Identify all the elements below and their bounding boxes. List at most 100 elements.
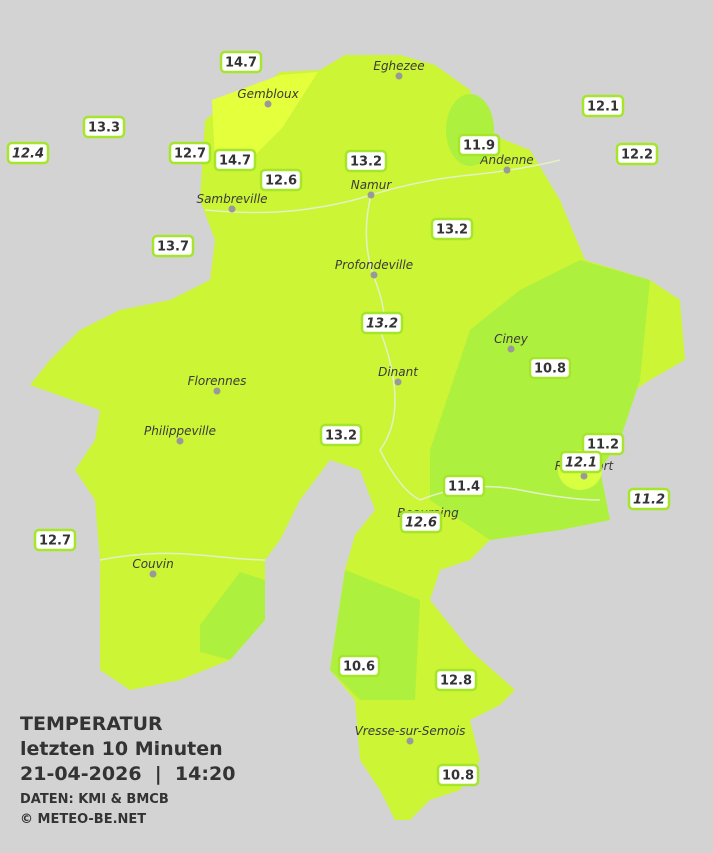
city-label: Florennes — [188, 374, 247, 388]
station-value: 12.4 — [12, 147, 44, 162]
station-box — [615, 142, 659, 166]
station: 11.9 — [457, 133, 501, 157]
city-dot — [394, 378, 402, 386]
station-value: 13.2 — [350, 155, 382, 170]
station: 13.7 — [151, 234, 195, 258]
city-dot — [507, 345, 515, 353]
copyright: © METEO-BE.NET — [20, 812, 146, 827]
city-dot — [370, 271, 378, 279]
city-dot — [228, 205, 236, 213]
station-box — [219, 50, 263, 74]
station: 11.2 — [627, 487, 671, 511]
station-box — [457, 133, 501, 157]
station-value: 13.2 — [325, 429, 357, 444]
city-dot — [264, 100, 272, 108]
river — [365, 194, 421, 501]
city-label: Namur — [351, 178, 393, 192]
station-value: 12.6 — [405, 516, 437, 531]
station: 13.2 — [430, 217, 474, 241]
station-box — [33, 528, 77, 552]
station-box — [360, 311, 404, 335]
station-value: 13.3 — [88, 121, 120, 136]
title: TEMPERATUR — [20, 713, 163, 735]
station-box — [213, 148, 257, 172]
station-box — [399, 510, 443, 534]
datetime: 21-04-2026 | 14:20 — [20, 763, 235, 785]
station: 14.7 — [213, 148, 257, 172]
city-label: Vresse-sur-Semois — [355, 724, 466, 738]
subtitle: letzten 10 Minuten — [20, 738, 223, 760]
city-dot — [406, 737, 414, 745]
city-dot — [395, 72, 403, 80]
station: 13.2 — [360, 311, 404, 335]
city-label: Sambreville — [196, 192, 267, 206]
city-dot — [149, 570, 157, 578]
city-label: Eghezee — [373, 59, 424, 73]
station-box — [528, 356, 572, 380]
city-dot — [213, 387, 221, 395]
station-box — [436, 763, 480, 787]
station-box — [434, 668, 478, 692]
station: 12.4 — [6, 141, 50, 165]
station: 11.4 — [442, 474, 486, 498]
station-box — [82, 115, 126, 139]
station-value: 10.8 — [534, 362, 566, 377]
station-box — [168, 141, 212, 165]
station: 11.2 — [581, 432, 625, 456]
station-box — [6, 141, 50, 165]
station-value: 13.2 — [366, 317, 398, 332]
station: 10.8 — [436, 763, 480, 787]
city-label: Couvin — [132, 557, 173, 571]
station-value: 11.2 — [587, 438, 619, 453]
city-dot — [176, 437, 184, 445]
station-box — [430, 217, 474, 241]
station: 14.7 — [219, 50, 263, 74]
city-label: Gembloux — [237, 87, 299, 101]
source: DATEN: KMI & BMCB — [20, 792, 169, 807]
station-value: 12.7 — [39, 534, 71, 549]
station-value: 11.9 — [463, 139, 495, 154]
city-label: Dinant — [378, 365, 419, 379]
station-value: 12.1 — [587, 100, 619, 115]
station-value: 13.7 — [157, 240, 189, 255]
station-box — [151, 234, 195, 258]
station: 12.8 — [434, 668, 478, 692]
station: 12.1 — [559, 450, 603, 474]
station-box — [581, 432, 625, 456]
station-value: 14.7 — [225, 56, 257, 71]
station: 12.2 — [615, 142, 659, 166]
station-box — [559, 450, 603, 474]
station-value: 12.8 — [440, 674, 472, 689]
station-value: 11.4 — [448, 480, 480, 495]
station-box — [319, 423, 363, 447]
station: 10.8 — [528, 356, 572, 380]
station-value: 10.6 — [343, 660, 375, 675]
city-label: Profondeville — [335, 258, 413, 272]
legend-block: TEMPERATUR letzten 10 Minuten 21-04-2026… — [20, 713, 235, 827]
station-box — [581, 94, 625, 118]
station: 12.1 — [581, 94, 625, 118]
station-value: 13.2 — [436, 223, 468, 238]
station-box — [337, 654, 381, 678]
city-dot — [580, 472, 588, 480]
cool-zone — [200, 572, 265, 660]
station-box — [259, 168, 303, 192]
station-value: 12.1 — [565, 456, 597, 471]
station-value: 14.7 — [219, 154, 251, 169]
station-value: 12.2 — [621, 148, 653, 163]
station-value: 12.7 — [174, 147, 206, 162]
city-label: Andenne — [479, 153, 533, 167]
station: 12.7 — [33, 528, 77, 552]
city-label: Philippeville — [144, 424, 216, 438]
station-box — [344, 149, 388, 173]
city-dot — [367, 191, 375, 199]
station: 10.6 — [337, 654, 381, 678]
station-value: 10.8 — [442, 769, 474, 784]
station: 12.6 — [399, 510, 443, 534]
station-value: 11.2 — [633, 493, 665, 508]
station: 12.6 — [259, 168, 303, 192]
station: 13.2 — [344, 149, 388, 173]
warm-zone — [212, 72, 318, 162]
